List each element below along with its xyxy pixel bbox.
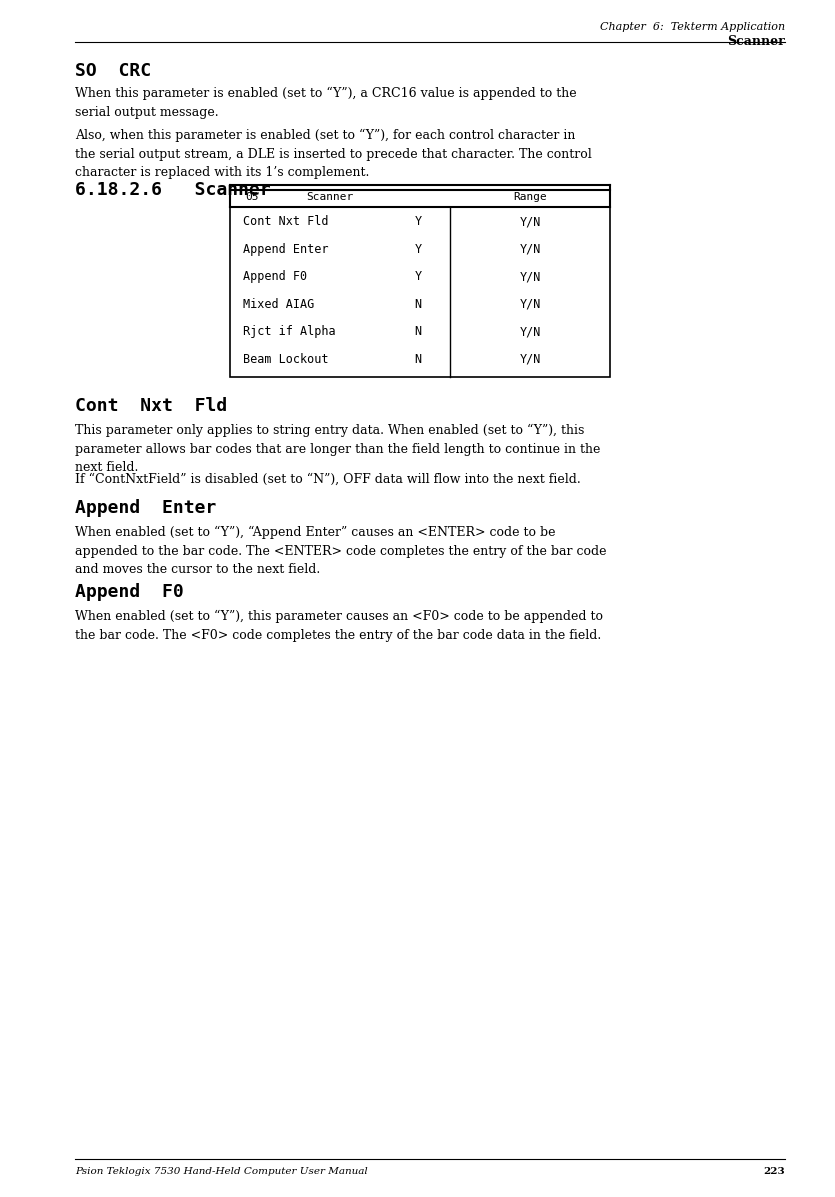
Text: Cont Nxt Fld: Cont Nxt Fld <box>243 215 328 229</box>
Text: N: N <box>414 353 422 366</box>
Text: Append Enter: Append Enter <box>243 243 328 256</box>
Text: This parameter only applies to string entry data. When enabled (set to “Y”), thi: This parameter only applies to string en… <box>75 424 600 474</box>
Text: Y/N: Y/N <box>519 215 541 229</box>
Text: Y: Y <box>414 271 422 284</box>
Text: Beam Lockout: Beam Lockout <box>243 353 328 366</box>
Text: Scanner: Scanner <box>306 192 354 202</box>
Text: Y/N: Y/N <box>519 326 541 339</box>
Text: Y/N: Y/N <box>519 243 541 256</box>
Bar <box>230 207 610 377</box>
Text: 05: 05 <box>245 192 259 202</box>
Text: Y/N: Y/N <box>519 271 541 284</box>
Text: Also, when this parameter is enabled (set to “Y”), for each control character in: Also, when this parameter is enabled (se… <box>75 129 592 180</box>
Text: Rjct if Alpha: Rjct if Alpha <box>243 326 336 339</box>
Text: Range: Range <box>514 192 547 202</box>
Text: Chapter  6:  Tekterm Application: Chapter 6: Tekterm Application <box>600 22 785 32</box>
Text: N: N <box>414 326 422 339</box>
Text: Y/N: Y/N <box>519 298 541 311</box>
Text: Scanner: Scanner <box>727 35 785 48</box>
Text: When enabled (set to “Y”), “Append Enter” causes an <ENTER> code to be
appended : When enabled (set to “Y”), “Append Enter… <box>75 525 606 576</box>
Text: SO  CRC: SO CRC <box>75 62 151 80</box>
Text: Append  Enter: Append Enter <box>75 499 216 517</box>
Text: Append F0: Append F0 <box>243 271 307 284</box>
Text: Y: Y <box>414 243 422 256</box>
Text: Y: Y <box>414 215 422 229</box>
Text: When enabled (set to “Y”), this parameter causes an <F0> code to be appended to
: When enabled (set to “Y”), this paramete… <box>75 610 603 642</box>
Text: Y/N: Y/N <box>519 353 541 366</box>
Text: 6.18.2.6   Scanner: 6.18.2.6 Scanner <box>75 181 271 199</box>
Text: Mixed AIAG: Mixed AIAG <box>243 298 314 311</box>
Text: Psion Teklogix 7530 Hand-Held Computer User Manual: Psion Teklogix 7530 Hand-Held Computer U… <box>75 1167 367 1175</box>
Text: Append  F0: Append F0 <box>75 583 184 601</box>
Text: When this parameter is enabled (set to “Y”), a CRC16 value is appended to the
se: When this parameter is enabled (set to “… <box>75 87 577 119</box>
Text: N: N <box>414 298 422 311</box>
Text: If “ContNxtField” is disabled (set to “N”), OFF data will flow into the next fie: If “ContNxtField” is disabled (set to “N… <box>75 473 581 486</box>
Text: Cont  Nxt  Fld: Cont Nxt Fld <box>75 397 227 415</box>
Text: 223: 223 <box>763 1167 785 1175</box>
